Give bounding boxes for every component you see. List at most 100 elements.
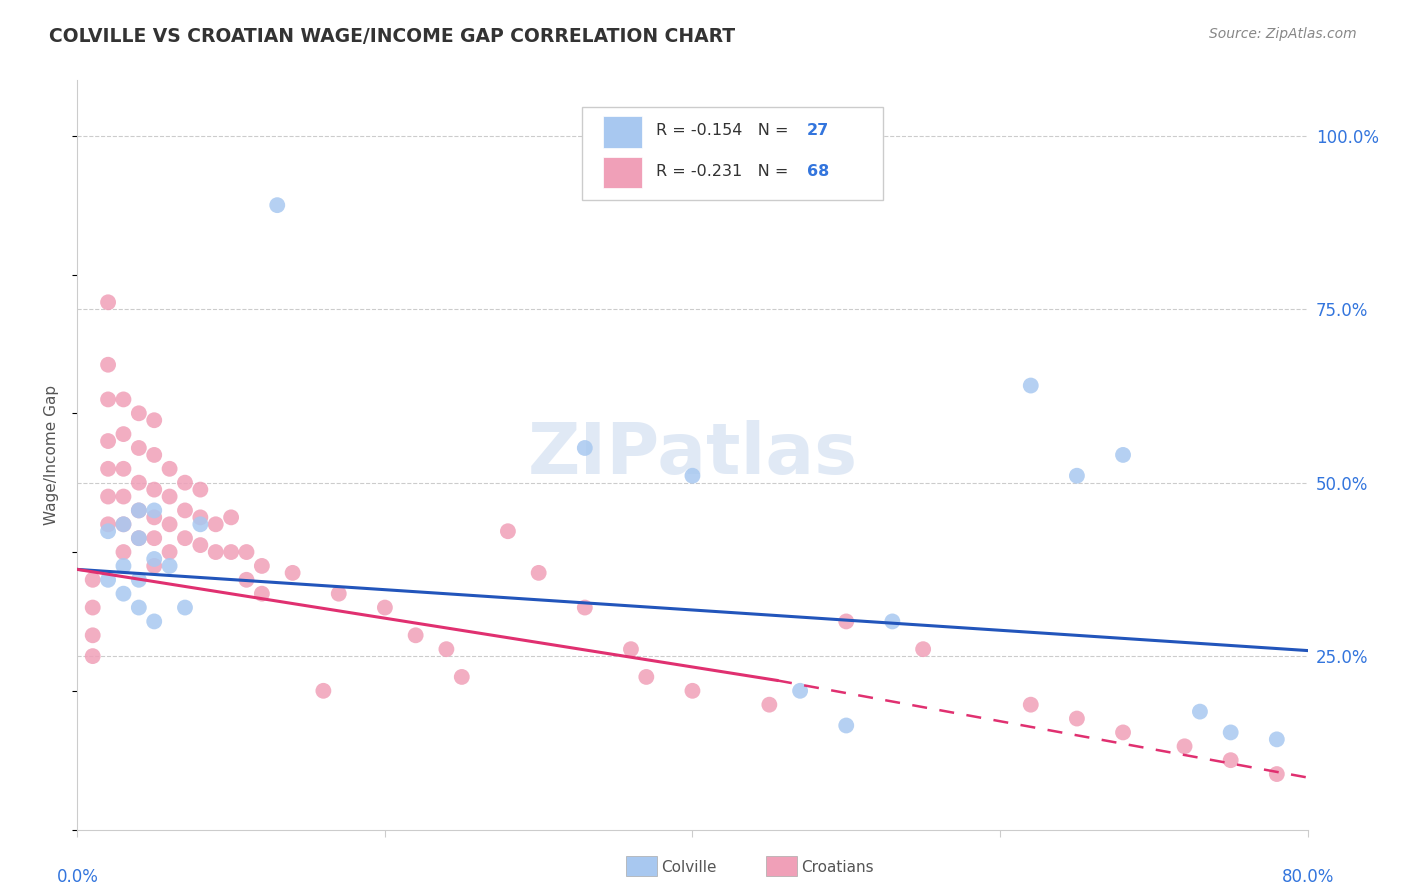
Point — [1265, 732, 1288, 747]
Point — [1019, 378, 1042, 392]
Point — [266, 198, 288, 212]
Point — [835, 615, 858, 629]
Point — [112, 392, 135, 407]
Point — [128, 441, 150, 455]
Text: 0.0%: 0.0% — [56, 868, 98, 886]
Text: Source: ZipAtlas.com: Source: ZipAtlas.com — [1209, 27, 1357, 41]
Y-axis label: Wage/Income Gap: Wage/Income Gap — [44, 384, 59, 525]
Point — [204, 517, 226, 532]
Point — [128, 600, 150, 615]
Point — [188, 510, 212, 524]
Point — [143, 483, 166, 497]
Point — [682, 468, 704, 483]
Point — [219, 545, 242, 559]
Point — [436, 642, 458, 657]
Bar — [603, 157, 643, 188]
Point — [128, 406, 150, 420]
Point — [82, 628, 104, 642]
Point — [97, 490, 120, 504]
Point — [143, 615, 166, 629]
Point — [1219, 725, 1241, 739]
Point — [128, 573, 150, 587]
Point — [143, 531, 166, 545]
Point — [97, 358, 120, 372]
Point — [496, 524, 519, 539]
Point — [159, 490, 181, 504]
Bar — [626, 856, 657, 876]
Point — [1219, 753, 1241, 767]
Text: Colville: Colville — [661, 860, 716, 874]
Point — [188, 483, 212, 497]
Point — [112, 517, 135, 532]
Point — [143, 552, 166, 566]
Point — [188, 517, 212, 532]
Text: R = -0.231   N =: R = -0.231 N = — [655, 163, 793, 178]
Point — [82, 573, 104, 587]
Text: COLVILLE VS CROATIAN WAGE/INCOME GAP CORRELATION CHART: COLVILLE VS CROATIAN WAGE/INCOME GAP COR… — [49, 27, 735, 45]
Point — [174, 475, 197, 490]
Point — [97, 573, 120, 587]
Point — [882, 615, 904, 629]
Bar — [603, 116, 643, 148]
Point — [636, 670, 658, 684]
Point — [97, 295, 120, 310]
Point — [97, 517, 120, 532]
Point — [1019, 698, 1042, 712]
Point — [312, 683, 335, 698]
Point — [143, 413, 166, 427]
Point — [574, 600, 596, 615]
Point — [188, 538, 212, 552]
Point — [112, 587, 135, 601]
Point — [1265, 767, 1288, 781]
Text: 68: 68 — [807, 163, 830, 178]
Point — [682, 683, 704, 698]
Point — [1066, 468, 1088, 483]
Point — [328, 587, 350, 601]
Text: ZIPatlas: ZIPatlas — [527, 420, 858, 490]
Point — [758, 698, 780, 712]
Point — [97, 392, 120, 407]
Point — [128, 503, 150, 517]
Text: R = -0.154   N =: R = -0.154 N = — [655, 123, 793, 138]
Point — [112, 545, 135, 559]
Point — [235, 545, 257, 559]
Point — [204, 545, 226, 559]
Point — [235, 573, 257, 587]
Point — [835, 718, 858, 732]
Point — [112, 558, 135, 573]
Point — [1066, 712, 1088, 726]
FancyBboxPatch shape — [582, 106, 883, 200]
Point — [143, 503, 166, 517]
Point — [112, 517, 135, 532]
Point — [159, 517, 181, 532]
Point — [1112, 725, 1135, 739]
Point — [128, 531, 150, 545]
Point — [82, 649, 104, 664]
Text: 27: 27 — [807, 123, 830, 138]
Point — [112, 462, 135, 476]
Point — [159, 545, 181, 559]
Point — [450, 670, 472, 684]
Point — [159, 462, 181, 476]
Point — [527, 566, 550, 580]
Point — [1112, 448, 1135, 462]
Point — [405, 628, 427, 642]
Point — [82, 600, 104, 615]
Point — [97, 462, 120, 476]
Point — [97, 434, 120, 448]
Point — [112, 427, 135, 442]
Text: 80.0%: 80.0% — [1281, 868, 1334, 886]
Point — [219, 510, 242, 524]
Text: Croatians: Croatians — [801, 860, 875, 874]
Bar — [766, 856, 797, 876]
Point — [1188, 705, 1211, 719]
Point — [250, 558, 273, 573]
Point — [574, 441, 596, 455]
Point — [128, 475, 150, 490]
Point — [250, 587, 273, 601]
Point — [789, 683, 811, 698]
Point — [912, 642, 935, 657]
Point — [1174, 739, 1197, 754]
Point — [112, 490, 135, 504]
Point — [159, 558, 181, 573]
